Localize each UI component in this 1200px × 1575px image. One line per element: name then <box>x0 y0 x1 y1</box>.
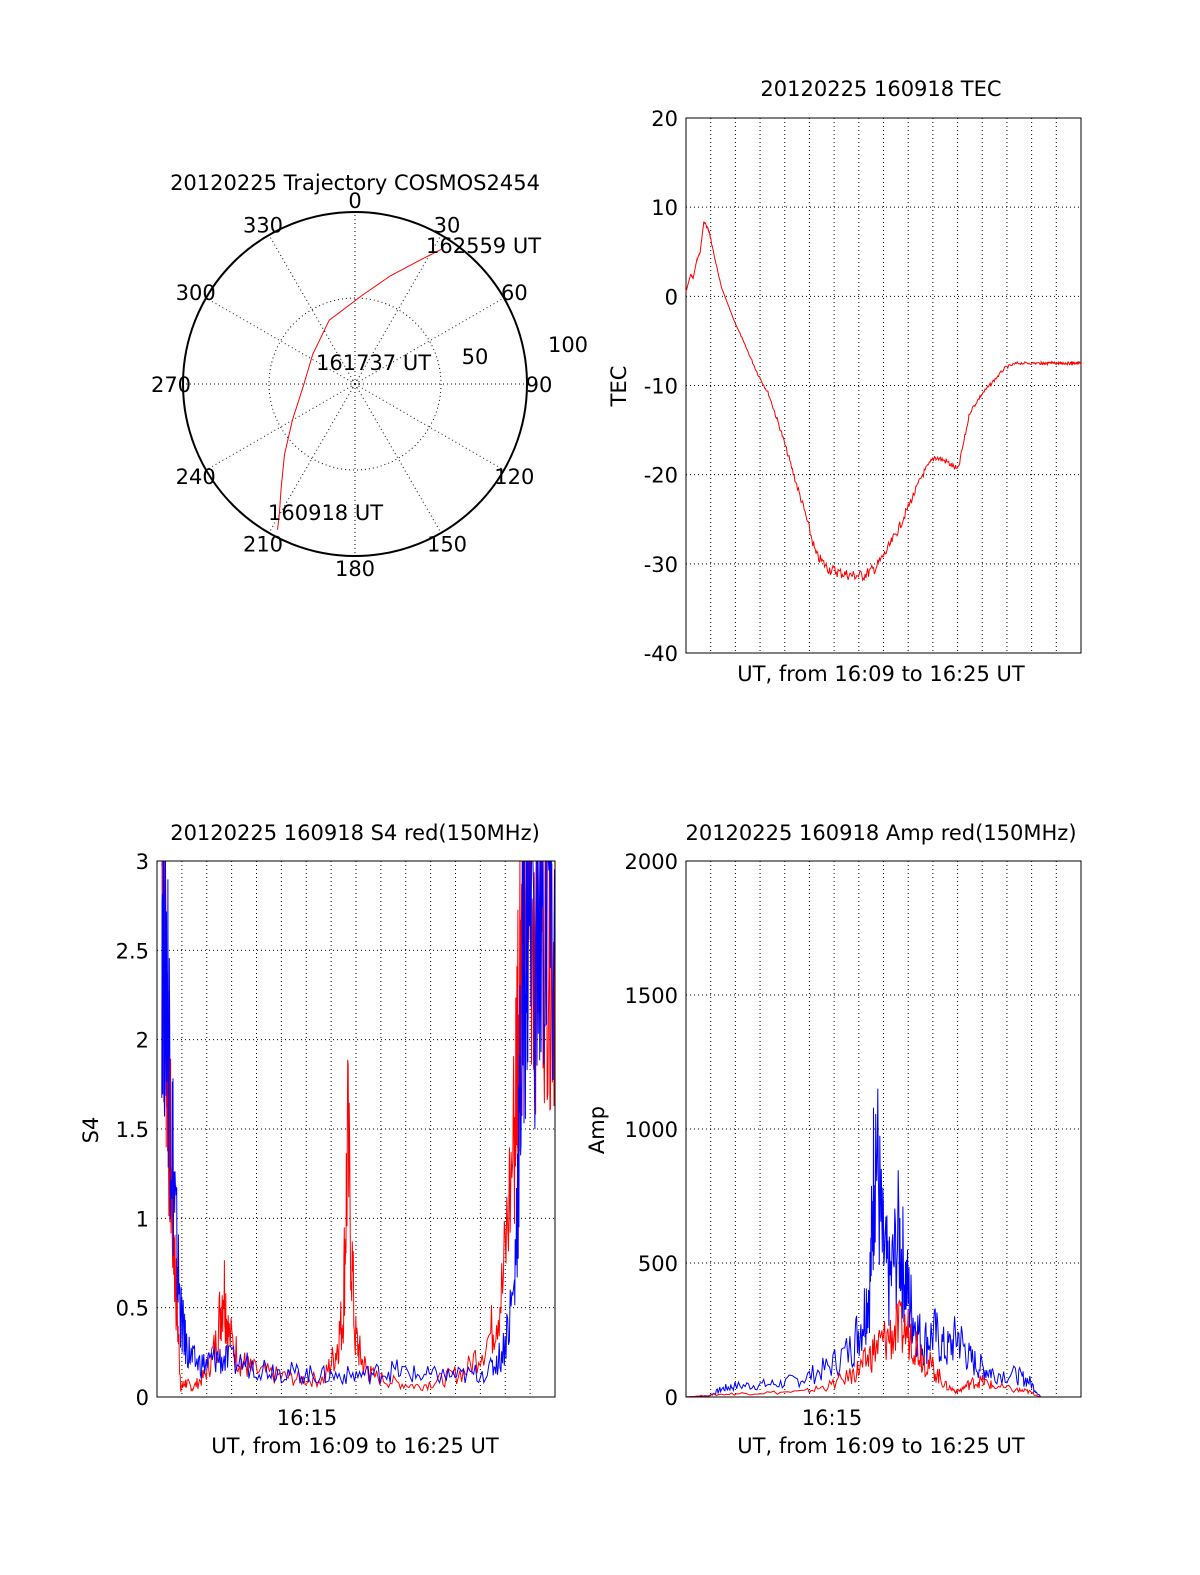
s4-y-ticks: 0 0.5 1 1.5 2 2.5 3 <box>116 850 149 1410</box>
tec-y-tick-3: -10 <box>644 375 678 399</box>
amp-y-axis-label: Amp <box>585 1106 609 1154</box>
polar-title: 20120225 Trajectory COSMOS2454 <box>170 171 540 195</box>
s4-panel: 20120225 160918 S4 red(150MHz) 0 0.5 1 1.5 2… <box>79 821 556 1458</box>
tec-y-axis-label: TEC <box>607 366 631 408</box>
polar-panel: 20120225 Trajectory COSMOS2454 0 30 60 90 12… <box>151 171 588 581</box>
s4-series-lines <box>161 860 556 1392</box>
s4-x-tick-1615: 16:15 <box>277 1406 338 1430</box>
polar-radius-label-50: 50 <box>462 345 489 369</box>
amp-y-tick-2: 1000 <box>625 1118 678 1142</box>
s4-series-1 <box>161 860 556 1385</box>
polar-spoke-210 <box>268 383 356 534</box>
polar-angle-label-300: 300 <box>176 281 216 305</box>
annotation-start-time: 160918 UT <box>268 501 383 525</box>
annotation-mid-time: 161737 UT <box>316 351 431 375</box>
tec-y-tick-1: 10 <box>651 196 678 220</box>
amp-series-1 <box>685 1299 1081 1398</box>
tec-series-line <box>685 221 1082 582</box>
polar-spoke-300 <box>205 297 356 385</box>
amp-series-lines <box>685 1088 1081 1398</box>
polar-grid <box>183 212 527 556</box>
polar-spoke-240 <box>205 383 356 471</box>
s4-y-tick-5: 2.5 <box>116 939 149 963</box>
annotation-end-time: 162559 UT <box>426 234 541 258</box>
polar-spoke-120 <box>354 383 505 471</box>
amp-plot-frame <box>685 860 1082 1398</box>
tec-y-tick-2: 0 <box>665 285 678 309</box>
amp-y-tick-1: 500 <box>638 1252 678 1276</box>
s4-y-tick-2: 1 <box>136 1207 149 1231</box>
amp-y-tick-0: 0 <box>665 1386 678 1410</box>
s4-y-axis-label: S4 <box>79 1117 103 1144</box>
tec-plot-frame <box>685 117 1082 654</box>
tec-x-axis-label: UT, from 16:09 to 16:25 UT <box>737 662 1025 686</box>
polar-angle-label-0: 0 <box>348 189 361 213</box>
s4-y-tick-4: 2 <box>136 1029 149 1053</box>
amp-y-tick-3: 1500 <box>625 984 678 1008</box>
polar-angle-label-90: 90 <box>526 373 553 397</box>
amp-grid <box>686 861 1081 1397</box>
s4-y-tick-1: 0.5 <box>116 1297 149 1321</box>
s4-title: 20120225 160918 S4 red(150MHz) <box>170 821 540 845</box>
amp-title: 20120225 160918 Amp red(150MHz) <box>685 821 1076 845</box>
polar-ring-50 <box>268 297 442 471</box>
s4-series-0 <box>161 860 556 1392</box>
polar-outer-circle <box>182 211 528 557</box>
s4-y-tick-6: 3 <box>136 850 149 874</box>
amp-x-tick-1615: 16:15 <box>802 1406 863 1430</box>
tec-panel: 20120225 160918 TEC 20 10 0 -10 -20 -30 -40 UT… <box>607 77 1082 686</box>
polar-angle-label-60: 60 <box>501 281 528 305</box>
polar-angle-label-120: 120 <box>494 465 534 489</box>
s4-plot-frame <box>156 860 556 1398</box>
polar-angle-label-240: 240 <box>176 465 216 489</box>
tec-y-tick-5: -30 <box>644 553 678 577</box>
amp-y-ticks: 0 500 1000 1500 2000 <box>625 850 678 1410</box>
polar-trajectory-line <box>277 247 444 530</box>
s4-y-tick-3: 1.5 <box>116 1118 149 1142</box>
polar-radius-label-100: 100 <box>548 333 588 357</box>
polar-angle-label-210: 210 <box>243 532 283 556</box>
amp-panel: 20120225 160918 Amp red(150MHz) 0 500 1000… <box>585 821 1082 1458</box>
amp-x-axis-label: UT, from 16:09 to 16:25 UT <box>737 1434 1025 1458</box>
amp-series-0 <box>685 1088 1081 1398</box>
tec-y-tick-0: 20 <box>651 107 678 131</box>
polar-angle-label-270: 270 <box>151 373 191 397</box>
polar-spoke-30 <box>354 234 442 385</box>
tec-y-tick-6: -40 <box>644 642 678 666</box>
tec-y-ticks: 20 10 0 -10 -20 -30 -40 <box>644 107 678 666</box>
s4-grid <box>157 861 555 1397</box>
polar-angle-label-180: 180 <box>335 557 375 581</box>
polar-angle-label-30: 30 <box>434 214 461 238</box>
polar-spoke-60 <box>354 297 505 385</box>
tec-grid <box>686 118 1081 653</box>
tec-title: 20120225 160918 TEC <box>760 77 1001 101</box>
polar-angle-labels: 0 30 60 90 120 150 180 210 240 270 300 330 <box>151 189 552 581</box>
polar-radius-labels: 50 100 <box>462 333 588 369</box>
amp-y-tick-4: 2000 <box>625 850 678 874</box>
tec-y-tick-4: -20 <box>644 464 678 488</box>
polar-spoke-150 <box>354 383 442 534</box>
s4-y-tick-0: 0 <box>136 1386 149 1410</box>
polar-spoke-330 <box>268 234 356 385</box>
s4-x-axis-label: UT, from 16:09 to 16:25 UT <box>211 1434 499 1458</box>
polar-angle-label-330: 330 <box>243 214 283 238</box>
polar-angle-label-150: 150 <box>427 532 467 556</box>
